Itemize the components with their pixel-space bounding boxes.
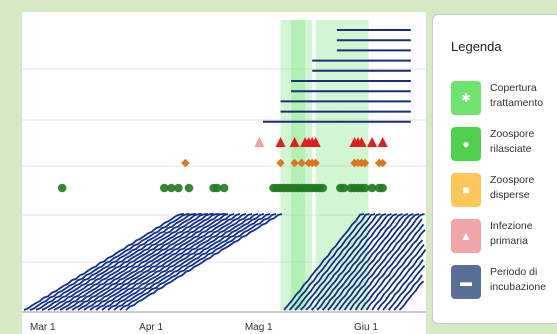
x-tick-label: Mar 1	[30, 322, 56, 333]
cumulative-curve	[299, 213, 381, 311]
zoospore-released-marker	[360, 183, 370, 193]
cumulative-curve	[77, 213, 235, 311]
cumulative-curve	[125, 213, 283, 311]
zoospore-released-marker	[219, 183, 229, 193]
x-tick-label: Giu 1	[354, 322, 378, 333]
cumulative-curve	[283, 213, 365, 311]
zoospore-dispersed-marker	[290, 158, 299, 168]
cumulative-curve	[113, 213, 271, 311]
cumulative-curve	[354, 223, 425, 311]
cumulative-curve	[371, 244, 425, 311]
cumulative-curve	[349, 218, 423, 311]
zoospore-dispersed-marker	[276, 158, 285, 168]
legend-label: Periodo di incubazione	[490, 266, 547, 293]
primary-infection-marker	[356, 137, 367, 147]
zoospore-dispersed-marker	[360, 158, 370, 168]
cumulative-curve	[343, 213, 425, 311]
treatment-coverage-band	[291, 20, 306, 310]
zoospore-released-marker	[318, 183, 328, 193]
cumulative-curve	[332, 213, 414, 311]
cumulative-curve	[83, 213, 241, 311]
primary-infection-marker	[254, 137, 265, 147]
zoospore-released-marker	[167, 183, 176, 193]
zoospore-released-marker	[174, 183, 183, 193]
zoospore-dispersed-marker	[311, 158, 320, 168]
cumulative-curve	[393, 274, 423, 311]
legend-item: ■ Zoospore disperse	[451, 171, 557, 211]
cumulative-curve	[305, 213, 387, 311]
circle-icon: ●	[451, 127, 481, 161]
cumulative-curve	[41, 213, 203, 311]
legend-item: ▲ Infezione primaria	[451, 217, 557, 257]
x-tick-label: Mag 1	[245, 322, 273, 333]
minus-icon: ▬	[451, 265, 481, 299]
primary-infection-marker	[310, 137, 321, 147]
primary-infection-marker	[275, 137, 286, 147]
primary-infection-marker	[377, 137, 388, 147]
square-icon: ■	[451, 173, 481, 207]
zoospore-dispersed-marker	[297, 158, 306, 168]
cumulative-curve	[310, 213, 392, 311]
primary-infection-marker	[289, 137, 300, 147]
legend-label: Zoospore rilasciate	[490, 128, 535, 155]
cumulative-curve	[321, 213, 403, 311]
legend-label: Zoospore disperse	[490, 174, 535, 201]
zoospore-released-marker	[184, 183, 194, 193]
cumulative-curve	[53, 213, 215, 311]
cumulative-curve	[23, 213, 185, 311]
zoospore-released-marker	[367, 183, 377, 193]
cumulative-curve	[338, 213, 420, 311]
legend-item: ✱ Copertura trattamento	[451, 79, 557, 119]
x-tick-label: Apr 1	[139, 322, 163, 333]
bug-icon: ✱	[451, 81, 481, 115]
cumulative-curve	[376, 248, 426, 311]
cumulative-curve	[387, 265, 426, 311]
cumulative-curve	[294, 213, 376, 311]
timeline-chart: Mar 1 Apr 1 Mag 1 Giu 1	[22, 20, 426, 333]
legend-panel: Legenda ✱ Copertura trattamento ● Zoospore …	[432, 14, 557, 324]
legend-label: Copertura trattamento	[490, 82, 544, 109]
legend-item: ● Zoospore rilasciate	[451, 125, 557, 165]
cumulative-curve	[382, 259, 424, 311]
zoospore-dispersed-marker	[378, 158, 387, 168]
zoospore-released-marker	[160, 183, 169, 193]
cumulative-curve	[35, 213, 197, 311]
cumulative-curve	[95, 213, 253, 311]
cumulative-curve	[59, 213, 221, 311]
cumulative-curve	[288, 213, 370, 311]
plot-area: Mar 1 Apr 1 Mag 1 Giu 1	[22, 12, 426, 334]
cumulative-curve	[316, 213, 398, 311]
primary-infection-marker	[367, 137, 378, 147]
legend-item: ▬ Periodo di incubazione	[451, 263, 557, 303]
cumulative-curve	[327, 213, 409, 311]
zoospore-released-marker	[212, 183, 222, 193]
cumulative-curve	[119, 213, 277, 311]
legend-title: Legenda	[451, 39, 502, 54]
cumulative-curve	[101, 213, 259, 311]
cumulative-curve	[365, 239, 424, 311]
cumulative-curve	[360, 229, 426, 311]
zoospore-dispersed-marker	[181, 158, 190, 168]
zoospore-released-marker	[339, 183, 349, 193]
cumulative-curve	[107, 213, 265, 311]
cumulative-curve	[398, 280, 425, 311]
cumulative-curve	[71, 213, 229, 311]
zoospore-released-marker	[378, 183, 387, 193]
legend-label: Infezione primaria	[490, 220, 533, 247]
cumulative-curve	[89, 213, 247, 311]
cumulative-curve	[65, 213, 226, 311]
zoospore-released-marker	[57, 183, 67, 193]
warning-triangle-icon: ▲	[451, 219, 481, 253]
treatment-coverage-band	[315, 20, 337, 310]
cumulative-curve	[29, 213, 191, 311]
cumulative-curve	[47, 213, 209, 311]
